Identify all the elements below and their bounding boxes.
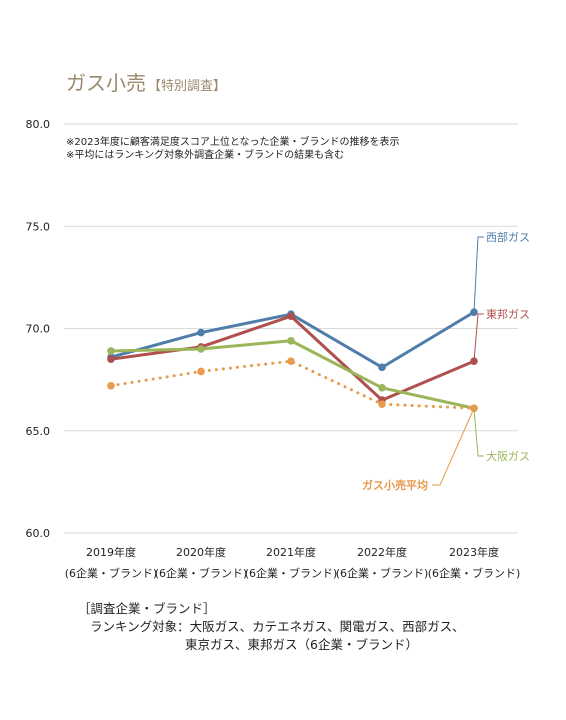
- series-point-3-3: [378, 400, 386, 408]
- x-tick-label: 2023年度: [449, 545, 499, 559]
- series-leader-3: [432, 408, 475, 486]
- x-tick-sublabel: (6企業・ブランド): [155, 566, 248, 580]
- series-point-3-1: [197, 367, 205, 376]
- x-tick-label: 2021年度: [266, 545, 316, 559]
- series-label-3: ガス小売平均: [362, 478, 428, 492]
- series-line-3: [109, 359, 476, 410]
- series-point-0-1: [197, 328, 205, 337]
- y-tick-label: 70.0: [26, 323, 51, 336]
- x-tick-sublabel: (6企業・ブランド): [65, 566, 158, 580]
- x-tick-sublabel: (6企業・ブランド): [428, 566, 521, 580]
- series-point-2-3: [378, 384, 386, 392]
- series-point-1-2: [287, 312, 295, 321]
- y-axis: 60.0 65.0 70.0 75.0 80.0: [26, 118, 51, 540]
- x-tick-sublabel: (6企業・ブランド): [245, 566, 338, 580]
- x-axis: 2019年度 (6企業・ブランド) 2020年度 (6企業・ブランド) 2021年度 (6…: [65, 545, 521, 580]
- x-tick-label: 2019年度: [86, 545, 136, 559]
- series-leader-0: [473, 236, 484, 313]
- y-tick-label: 60.0: [26, 527, 51, 540]
- series-point-2-1: [197, 345, 205, 353]
- series-leader-2: [473, 408, 484, 457]
- series-point-1-4: [470, 357, 478, 366]
- chart-note-2: ※平均にはランキング対象外調査企業・ブランドの結果も含む: [66, 148, 344, 161]
- series-point-3-2: [287, 357, 295, 366]
- footer-line-2: 東京ガス、東邦ガス（6企業・ブランド）: [185, 637, 418, 652]
- series-point-2-0: [107, 347, 115, 355]
- chart-title: ガス小売: [66, 71, 146, 95]
- series-label-1: 東邦ガス: [486, 308, 530, 321]
- y-tick-label: 75.0: [26, 220, 51, 233]
- series-point-0-3: [378, 363, 386, 372]
- series-line-2: [109, 339, 476, 410]
- series-label-2: 大阪ガス: [486, 449, 530, 463]
- x-tick-label: 2022年度: [357, 545, 407, 559]
- grid: [64, 123, 518, 534]
- footer-line-1: ランキング対象：大阪ガス、カテエネガス、関電ガス、西部ガス、: [90, 619, 465, 634]
- series-leader-1: [473, 313, 484, 362]
- footer-heading: ［調査企業・ブランド］: [78, 601, 216, 616]
- chart-note-1: ※2023年度に顧客満足度スコア上位となった企業・ブランドの推移を表示: [66, 135, 400, 148]
- y-tick-label: 80.0: [26, 118, 51, 131]
- series-point-1-0: [107, 355, 115, 363]
- series-layer: [107, 308, 478, 413]
- x-tick-label: 2020年度: [176, 545, 226, 559]
- chart-subtitle: 【特別調査】: [148, 79, 226, 94]
- x-tick-sublabel: (6企業・ブランド): [336, 566, 429, 580]
- series-point-3-0: [107, 381, 115, 390]
- y-tick-label: 65.0: [26, 425, 51, 438]
- series-label-0: 西部ガス: [486, 230, 530, 244]
- footer: ［調査企業・ブランド］ ランキング対象：大阪ガス、カテエネガス、関電ガス、西部ガ…: [78, 600, 465, 654]
- series-point-2-2: [287, 336, 295, 345]
